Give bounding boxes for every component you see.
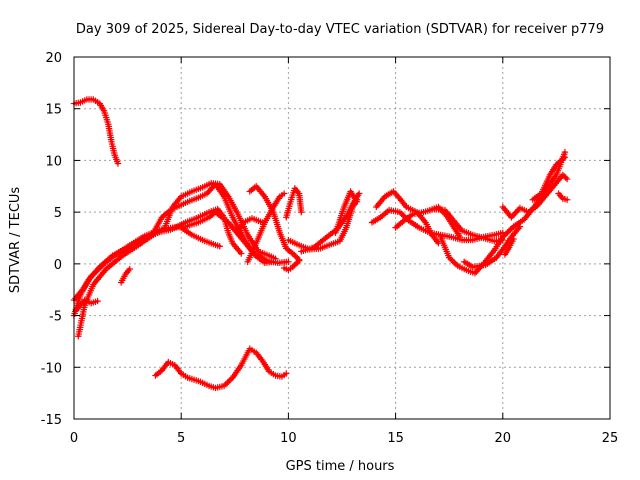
data-point — [561, 154, 569, 161]
data-series — [70, 96, 571, 392]
series-arc-25 — [529, 154, 569, 203]
y-tick-label: -10 — [41, 361, 62, 376]
data-point — [126, 265, 133, 273]
y-tick-label: 10 — [45, 154, 62, 169]
x-tick-label: 0 — [70, 431, 78, 446]
data-point — [259, 219, 266, 226]
x-tick-label: 25 — [602, 431, 619, 446]
data-point — [504, 229, 511, 236]
x-tick-label: 15 — [387, 431, 404, 446]
series-arc-23 — [501, 235, 517, 258]
series-arc-10 — [244, 190, 288, 265]
x-tick-label: 10 — [280, 431, 297, 446]
data-point — [280, 190, 288, 197]
series-arc-27 — [152, 345, 290, 392]
y-tick-label: -15 — [41, 413, 62, 428]
data-point — [508, 224, 516, 232]
data-point — [505, 227, 513, 235]
x-tick-label: 5 — [177, 431, 185, 446]
data-point — [510, 235, 517, 243]
grid-lines — [74, 57, 610, 419]
series-arc-16 — [332, 188, 361, 237]
series-arc-22 — [426, 203, 464, 241]
data-point — [355, 190, 363, 197]
data-point — [283, 370, 290, 377]
y-tick-label: 20 — [45, 51, 62, 66]
series-arc-1 — [70, 96, 122, 167]
axis-ticks: 0 5 10 15 20 25 -15 -10 -5 0 5 10 15 20 — [41, 51, 619, 446]
y-tick-label: 5 — [54, 206, 62, 221]
data-point — [501, 232, 508, 239]
data-point — [563, 196, 571, 203]
series-arc-13 — [283, 185, 305, 221]
data-point — [507, 226, 514, 233]
series-arc-26 — [555, 190, 571, 203]
data-point — [270, 258, 277, 265]
series-arc-11 — [233, 215, 266, 237]
series-arc-5 — [72, 296, 101, 314]
data-point — [559, 171, 567, 179]
x-tick-label: 20 — [495, 431, 512, 446]
series-arc-6 — [117, 265, 133, 286]
data-point — [238, 250, 245, 257]
data-point — [562, 174, 569, 181]
series-arc-8 — [178, 224, 223, 250]
chart-title: Day 309 of 2025, Sidereal Day-to-day VTE… — [76, 22, 604, 37]
series-arc-7 — [150, 181, 277, 267]
data-point — [94, 297, 101, 305]
y-axis-label: SDTVAR / TECUs — [8, 187, 23, 294]
data-point — [298, 208, 305, 216]
data-point — [516, 223, 524, 230]
series-line — [300, 192, 361, 253]
y-tick-label: 15 — [45, 103, 62, 118]
series-arc-19 — [392, 205, 506, 245]
data-point — [295, 257, 303, 264]
plot-frame — [73, 56, 611, 420]
data-point — [563, 175, 571, 183]
data-point — [285, 258, 292, 265]
data-point — [216, 243, 223, 250]
data-point — [353, 198, 361, 205]
x-axis-label: GPS time / hours — [286, 459, 395, 474]
series-arc-14 — [285, 196, 361, 253]
series-arc-24 — [499, 171, 571, 221]
data-point — [114, 160, 122, 167]
y-tick-label: 0 — [54, 258, 62, 273]
y-tick-label: -5 — [49, 310, 62, 325]
data-point — [499, 233, 506, 241]
data-point — [561, 173, 568, 180]
data-point — [456, 233, 464, 241]
series-arc-21 — [461, 223, 524, 271]
series-arc-12 — [280, 257, 303, 274]
data-point — [502, 230, 510, 238]
